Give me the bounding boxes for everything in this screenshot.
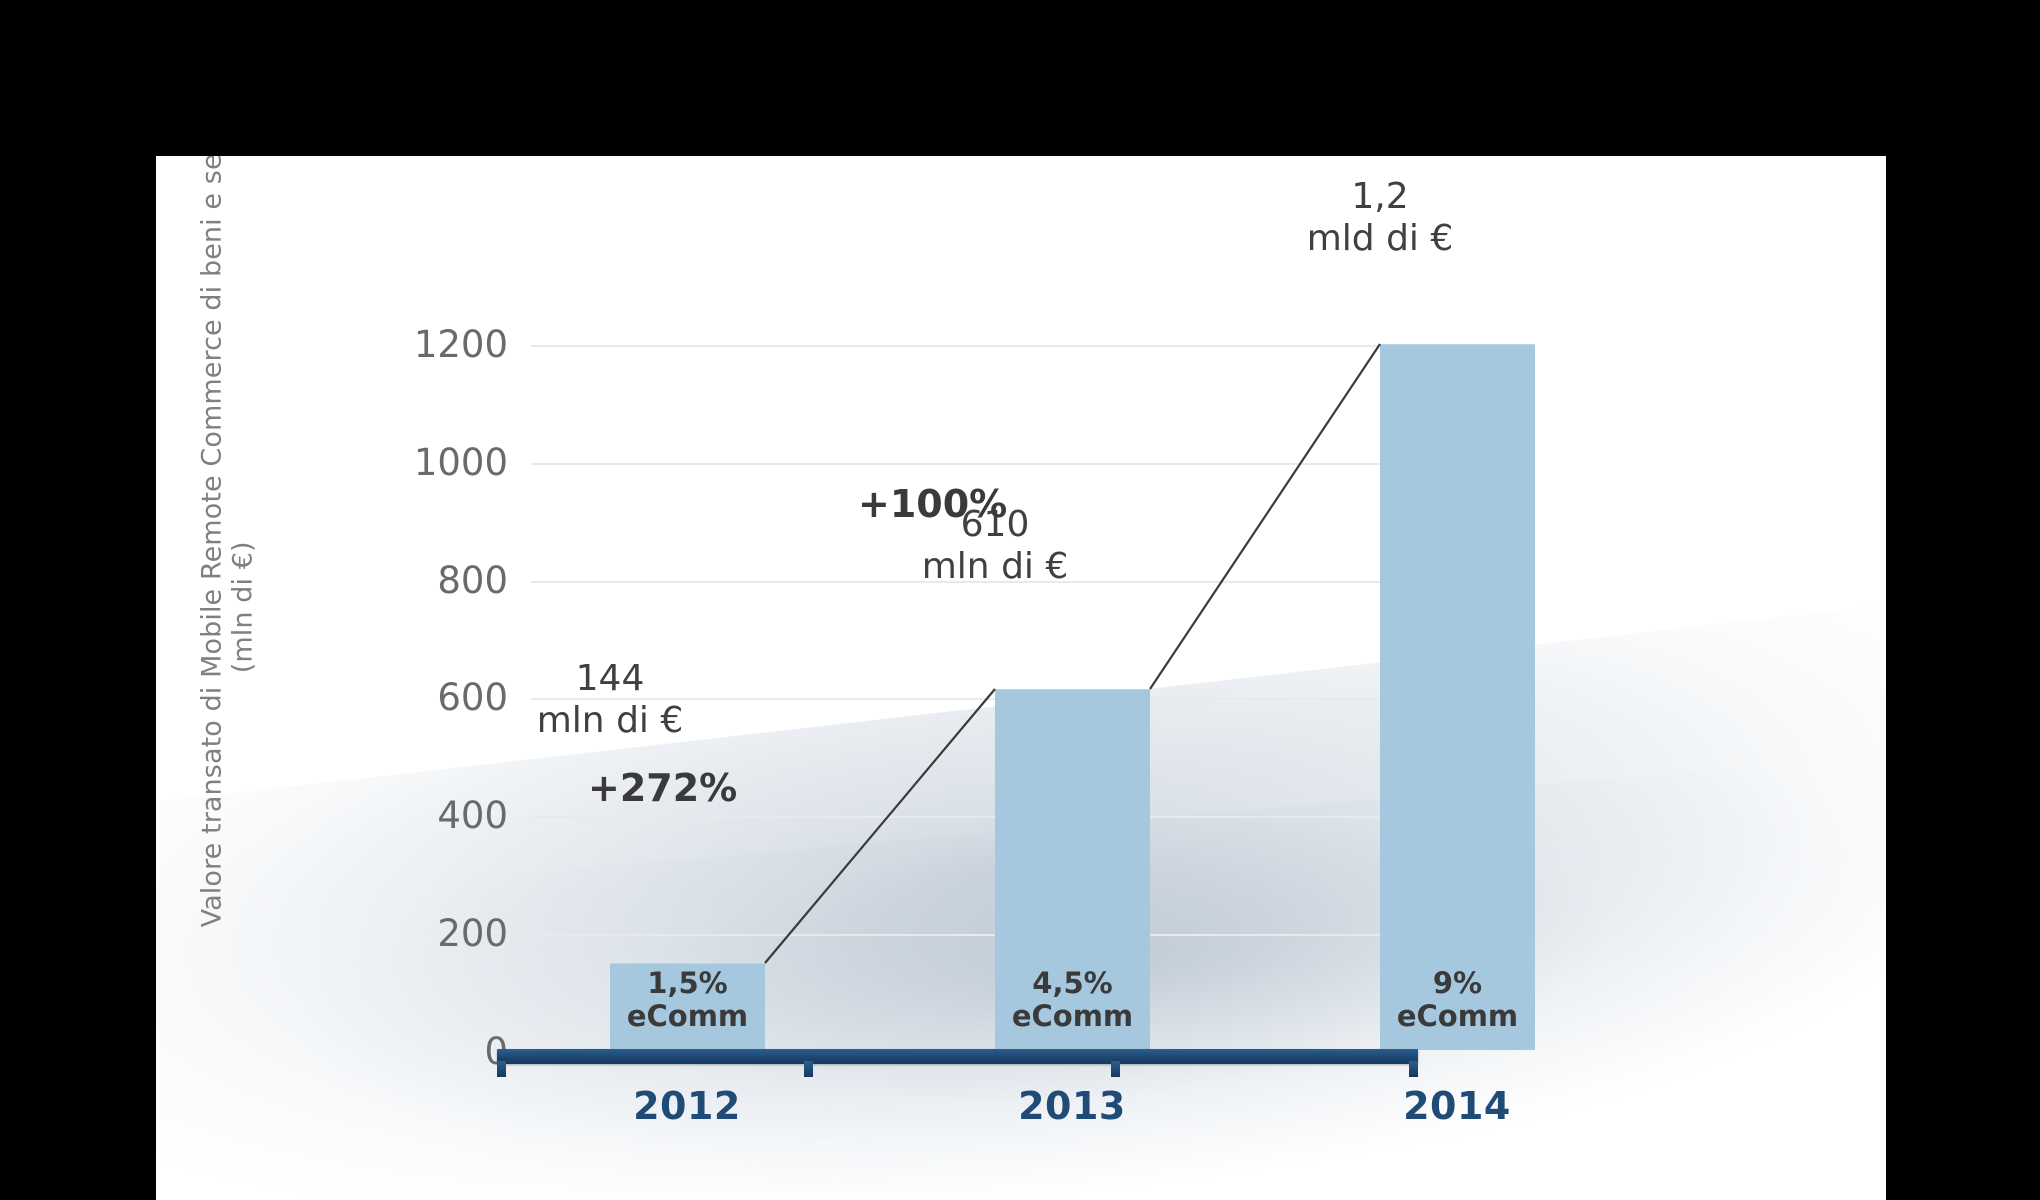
y-tick-600: 600: [437, 676, 508, 719]
y-tick-200: 200: [437, 912, 508, 955]
growth-annotation-2012-2013: +272%: [588, 766, 738, 810]
value-label-2012: 144 mln di €: [460, 658, 760, 742]
in-bar-label-2012: 1,5% eComm: [610, 965, 765, 1034]
axis-tick-end: [1409, 1061, 1418, 1077]
connector-2012-2013: [764, 688, 996, 964]
value-label-2014-line2: mld di €: [1306, 217, 1454, 259]
value-label-2012-line2: mln di €: [536, 699, 684, 741]
bar-chart: Valore transato di Mobile Remote Commerc…: [156, 156, 1886, 1200]
y-tick-1200: 1200: [413, 323, 508, 366]
gridline-1200: [531, 345, 1471, 347]
bar-2013[interactable]: 4,5% eComm: [995, 689, 1150, 1050]
growth-annotation-2013-2014: +100%: [858, 482, 1008, 526]
in-bar-label-2012-line1: 1,5%: [647, 965, 728, 1000]
bar-2012[interactable]: 1,5% eComm: [610, 963, 765, 1050]
value-label-2013: 610 mln di €: [845, 504, 1145, 588]
bar-2014[interactable]: 9% eComm: [1380, 344, 1535, 1050]
value-label-2013-line2: mln di €: [921, 545, 1069, 587]
axis-tick-1: [804, 1061, 813, 1077]
in-bar-label-2012-line2: eComm: [626, 999, 749, 1034]
in-bar-label-2013-line1: 4,5%: [1032, 965, 1113, 1000]
x-label-2012: 2012: [633, 1084, 741, 1128]
gridline-1000: [531, 463, 1471, 465]
value-label-2012-line1: 144: [575, 658, 645, 699]
axis-tick-start: [497, 1061, 506, 1077]
value-label-2013-line1: 610: [960, 504, 1030, 545]
x-label-2013: 2013: [1018, 1084, 1126, 1128]
value-label-2014: 1,2 mld di €: [1230, 176, 1530, 260]
gridline-800: [531, 581, 1471, 583]
y-tick-1000: 1000: [413, 441, 508, 484]
in-bar-label-2014-line1: 9%: [1432, 965, 1483, 1000]
growth-connector-lines: [764, 343, 1381, 964]
connector-2013-2014: [1149, 343, 1381, 690]
in-bar-label-2013-line2: eComm: [1011, 999, 1134, 1034]
value-label-2014-line1: 1,2: [1351, 176, 1409, 217]
x-label-2014: 2014: [1403, 1084, 1511, 1128]
axis-tick-2: [1111, 1061, 1120, 1077]
y-tick-400: 400: [437, 794, 508, 837]
slide-canvas: Valore transato di Mobile Remote Commerc…: [156, 156, 1886, 1200]
in-bar-label-2014: 9% eComm: [1380, 965, 1535, 1034]
y-tick-800: 800: [437, 559, 508, 602]
category-axis-line: [497, 1049, 1418, 1064]
in-bar-label-2013: 4,5% eComm: [995, 965, 1150, 1034]
in-bar-label-2014-line2: eComm: [1396, 999, 1519, 1034]
